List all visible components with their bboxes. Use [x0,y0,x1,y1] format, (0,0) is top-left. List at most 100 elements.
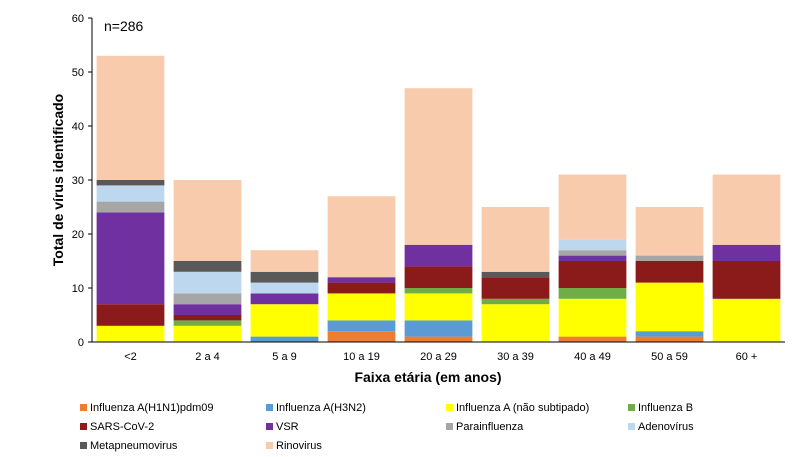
legend-swatch [446,423,453,430]
bar-segment [481,277,550,299]
bar-segment [327,320,396,332]
bar-segment [481,298,550,305]
bar-segment [327,277,396,283]
bar-segment [635,207,704,256]
bar-segment [712,298,781,342]
bar-segment [96,180,165,186]
y-axis-title: Total de vírus identificado [50,94,66,266]
bar-segment [173,315,242,321]
bar-segment [327,331,396,342]
bar-segment [481,207,550,272]
y-tick-label: 20 [72,229,84,241]
bar-segment [404,266,473,288]
bar-segment [250,293,319,305]
y-tick-label: 50 [72,67,84,79]
bar-segment [558,250,627,256]
x-tick-label: 10 a 19 [343,351,380,363]
legend-label: Parainfluenza [456,421,524,433]
bar-segment [96,185,165,202]
y-tick-label: 10 [72,283,84,295]
legend-label: VSR [276,421,299,433]
x-tick-label: 5 a 9 [272,351,296,363]
bar-segment [250,271,319,283]
legend-label: Influenza B [638,402,693,414]
bar-segment [173,261,242,272]
bar-segment [635,255,704,261]
x-tick-label: <2 [124,351,137,363]
bar-segment [96,212,165,305]
bar-segment [481,304,550,342]
legend: Influenza A(H1N1)pdm09 Influenza A(H3N2) I… [80,402,694,452]
bar-segment [404,320,473,337]
bar-segment [173,304,242,315]
x-tick-label: 2 a 4 [195,351,219,363]
bar-segment [635,261,704,283]
bar-segment [250,336,319,342]
bar-segment [173,325,242,342]
bar-segment [404,336,473,342]
legend-label: Influenza A (não subtipado) [456,402,589,414]
x-tick-label: 20 a 29 [420,351,457,363]
bar-segment [173,271,242,294]
bar-segment [327,282,396,294]
legend-swatch [266,423,273,430]
x-tick-label: 60 + [736,351,758,363]
legend-swatch [80,423,87,430]
bar-segment [635,282,704,332]
bar-segment [250,282,319,294]
bar-segment [96,325,165,342]
bar-segment [558,239,627,251]
bar-segment [96,55,165,180]
bar-segment [558,255,627,261]
legend-label: Rinovirus [276,440,322,452]
bar-segment [250,250,319,272]
legend-label: Adenovírus [638,421,694,433]
bar-segment [250,304,319,337]
bar-segment [173,293,242,305]
x-axis-title: Faixa etária (em anos) [354,369,501,385]
bar-segment [404,244,473,267]
y-tick-label: 60 [72,13,84,25]
bar-segment [327,196,396,278]
x-tick-label: 50 a 59 [651,351,688,363]
bar-segment [635,336,704,342]
legend-swatch [80,442,87,449]
bar-segment [404,293,473,321]
sample-size-annotation: n=286 [104,18,144,34]
y-tick-label: 40 [72,121,84,133]
bars-layer [96,55,781,342]
legend-label: Influenza A(H3N2) [276,402,366,414]
legend-swatch [446,404,453,411]
bar-segment [404,88,473,245]
legend-swatch [266,404,273,411]
bar-segment [558,261,627,288]
bar-segment [327,293,396,321]
legend-swatch [628,404,635,411]
bar-segment [481,271,550,278]
legend-label: Influenza A(H1N1)pdm09 [90,402,214,414]
bar-segment [712,244,781,261]
bar-segment [712,261,781,299]
bar-segment [712,174,781,245]
bar-segment [558,336,627,342]
axes-layer: 0 10 20 30 40 50 60 <2 2 a 4 5 a 9 10 a 19 20 a 29 3… [72,13,785,363]
bar-segment [96,304,165,326]
y-tick-label: 0 [78,337,84,349]
bar-segment [96,201,165,213]
bar-segment [404,288,473,294]
bar-segment [558,174,627,240]
legend-label: SARS-CoV-2 [90,421,154,433]
y-tick-label: 30 [72,175,84,187]
bar-segment [173,180,242,261]
legend-swatch [628,423,635,430]
bar-segment [173,320,242,326]
x-tick-label: 30 a 39 [497,351,534,363]
legend-label: Metapneumovirus [90,440,178,452]
bar-segment [558,298,627,337]
bar-segment [558,288,627,299]
legend-swatch [266,442,273,449]
x-tick-label: 40 a 49 [574,351,611,363]
bar-segment [635,331,704,337]
legend-swatch [80,404,87,411]
